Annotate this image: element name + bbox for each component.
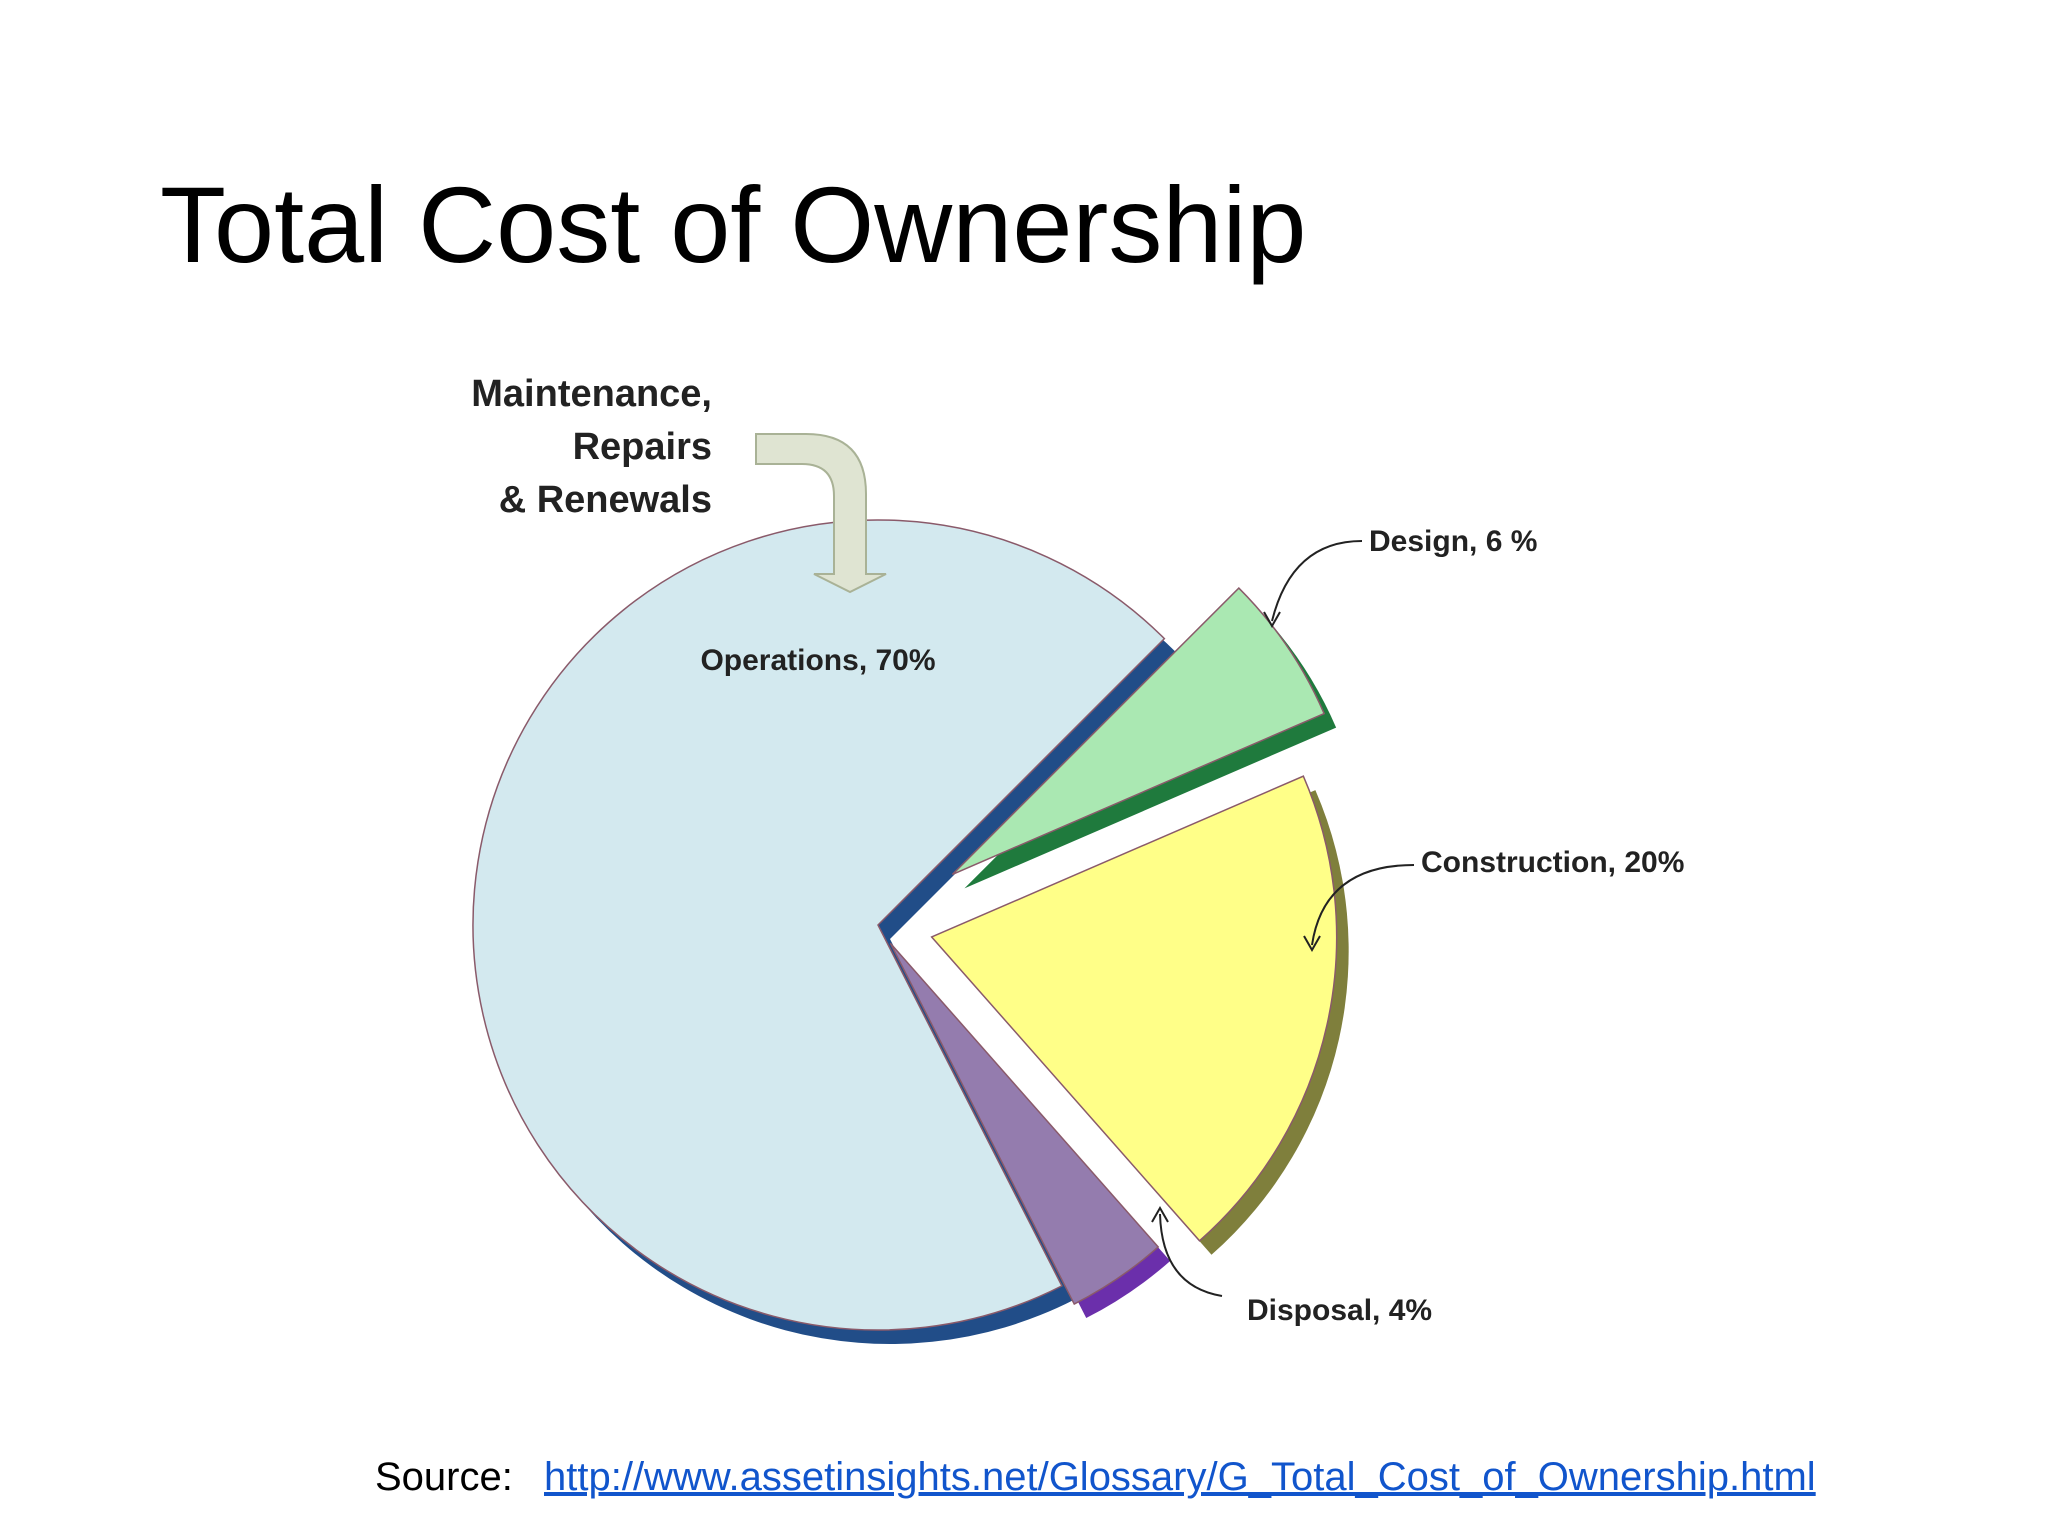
slice xyxy=(472,519,1166,1331)
slice xyxy=(889,942,1160,1306)
data-label: Operations, 70% xyxy=(700,644,935,677)
slice xyxy=(951,586,1326,876)
annotation-arrow xyxy=(755,433,887,594)
data-label: Construction, 20% xyxy=(1421,846,1684,879)
source-label: Source: xyxy=(375,1455,513,1499)
annotation-line: Maintenance, xyxy=(471,373,712,415)
pie-chart xyxy=(472,519,1349,1345)
annotation-line: & Renewals xyxy=(499,479,712,521)
source-link[interactable]: http://www.assetinsights.net/Glossary/G_… xyxy=(544,1455,1816,1499)
slide-title: Total Cost of Ownership xyxy=(160,164,1307,285)
slice xyxy=(930,775,1338,1242)
data-label: Design, 6 % xyxy=(1369,525,1537,558)
annotation-line: Repairs xyxy=(573,426,712,468)
label-pointers xyxy=(1151,540,1415,1297)
data-label: Disposal, 4% xyxy=(1247,1294,1432,1327)
